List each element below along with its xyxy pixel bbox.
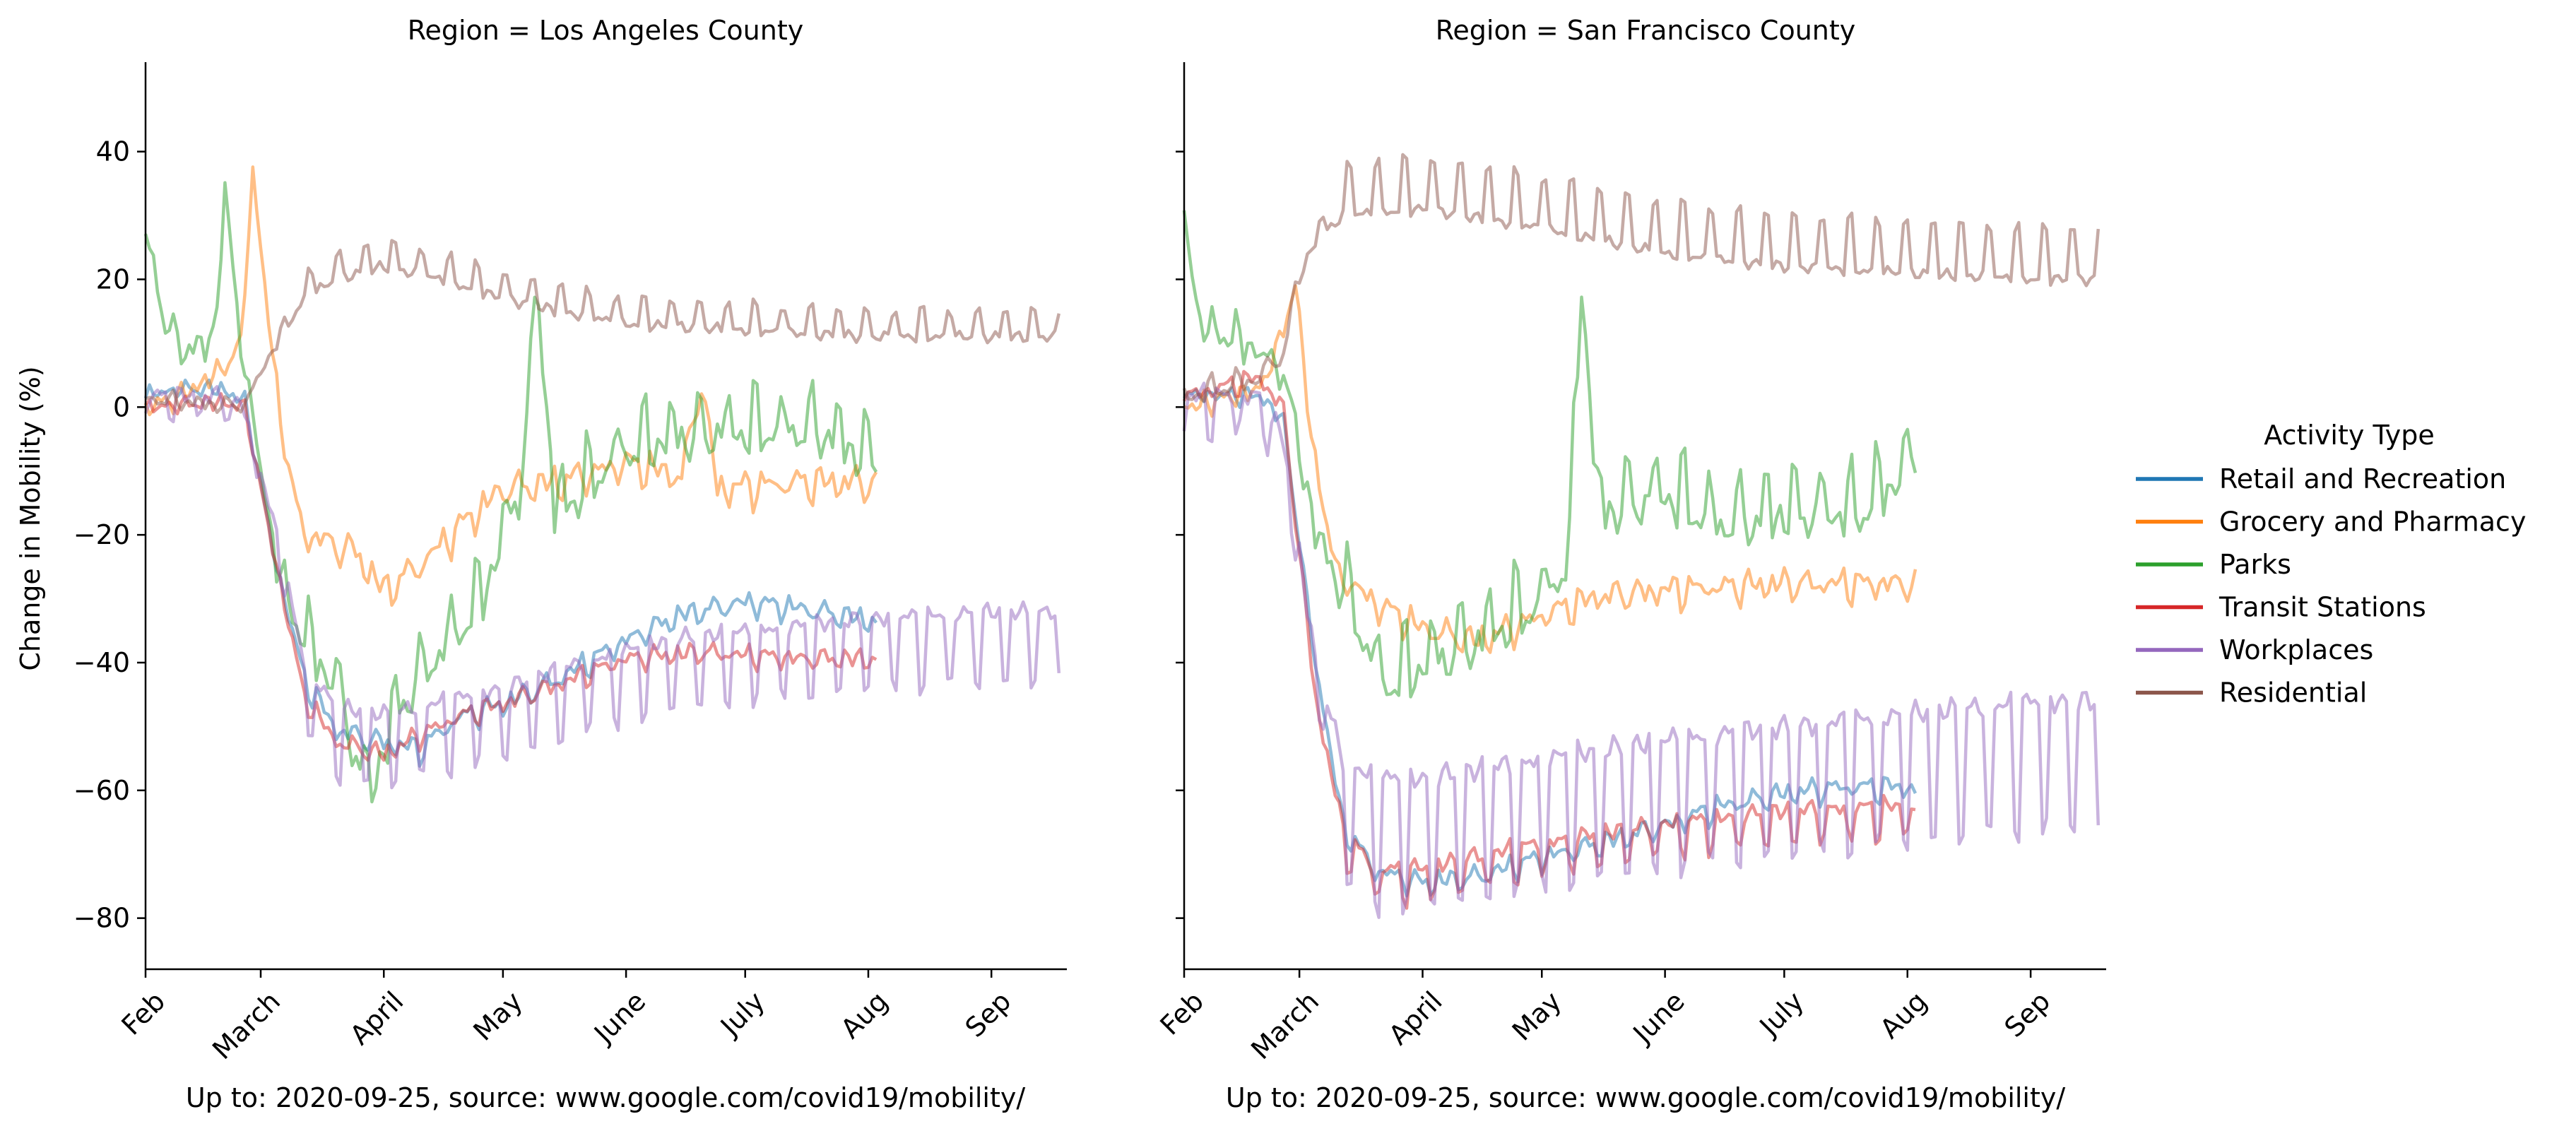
legend-title: Activity Type (2264, 420, 2434, 451)
y-axis-label: Change in Mobility (%) (15, 366, 46, 670)
series-line-grocery-and-pharmacy (1183, 284, 1918, 654)
y-tick-label: −60 (73, 775, 130, 806)
legend: Activity Type Retail and Recreation Groce… (2136, 420, 2526, 709)
y-tick-label: 0 (113, 391, 130, 422)
y-tick-label: −20 (73, 519, 130, 550)
source-note: Up to: 2020-09-25, source: www.google.co… (186, 1082, 1026, 1113)
series-layer (143, 165, 1061, 804)
series-line-residential (1182, 153, 2101, 403)
legend-label: Retail and Recreation (2219, 463, 2506, 495)
panel-title: Region = San Francisco County (1436, 15, 1856, 46)
legend-label: Transit Stations (2218, 592, 2426, 623)
y-tick-label: 20 (96, 263, 130, 295)
source-note: Up to: 2020-09-25, source: www.google.co… (1226, 1082, 2066, 1113)
y-tick-label: 40 (96, 136, 130, 167)
series-line-workplaces (143, 385, 1061, 790)
series-line-residential (145, 239, 1060, 415)
series-line-workplaces (1182, 381, 2101, 919)
panel-title: Region = Los Angeles County (408, 15, 803, 46)
legend-label: Grocery and Pharmacy (2219, 507, 2526, 538)
legend-label: Residential (2219, 677, 2367, 709)
series-line-parks (1182, 210, 1918, 699)
series-line-parks (143, 181, 878, 804)
y-tick-label: −40 (73, 647, 130, 678)
y-tick-label: −80 (73, 903, 130, 934)
legend-label: Workplaces (2219, 634, 2373, 665)
series-layer (1182, 153, 2101, 919)
legend-label: Parks (2219, 549, 2291, 580)
series-line-grocery-and-pharmacy (143, 165, 878, 607)
